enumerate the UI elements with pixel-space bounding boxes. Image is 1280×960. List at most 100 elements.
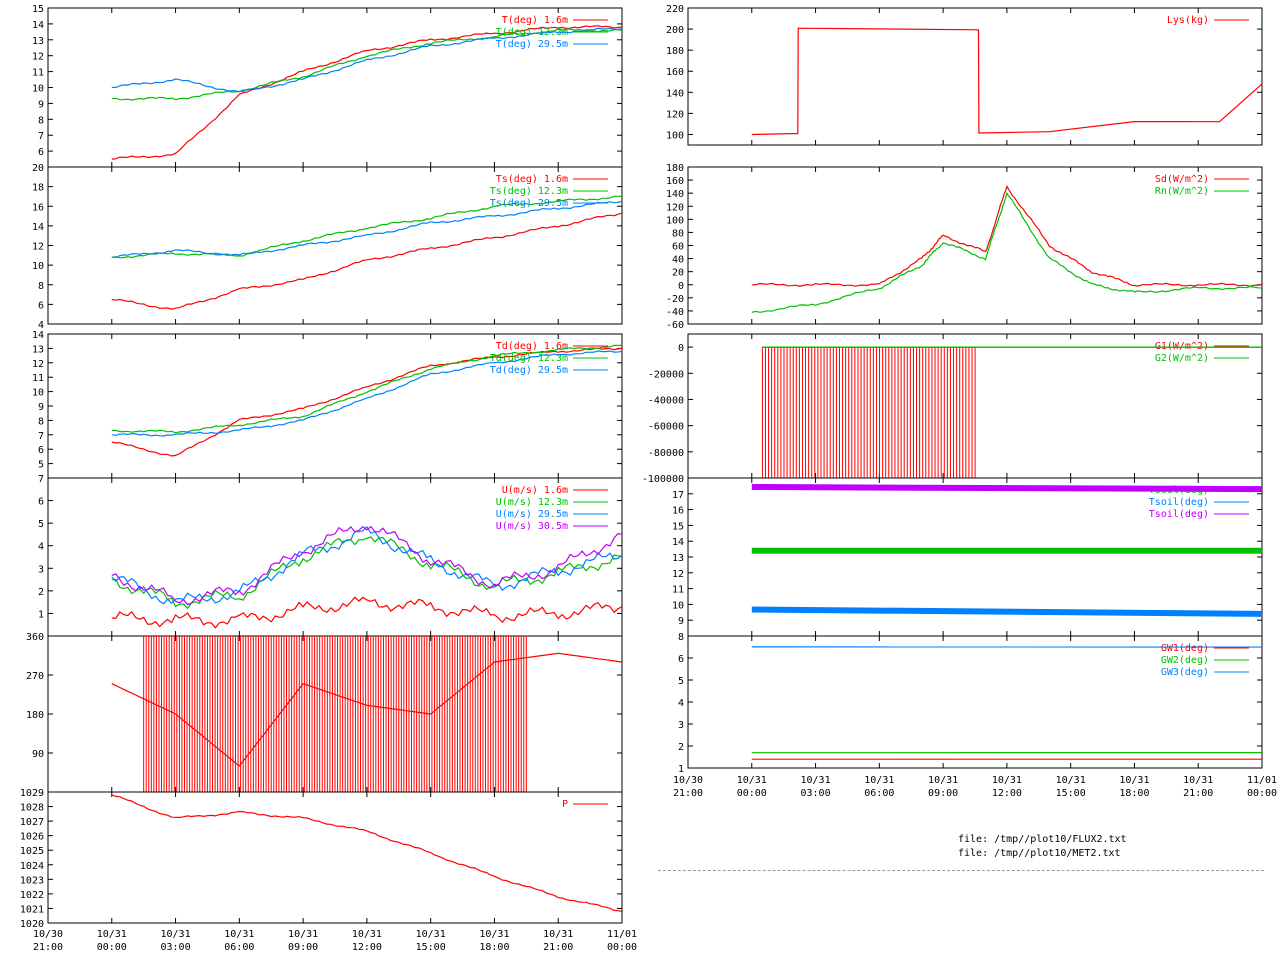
file-line-met: file: /tmp//plot10/MET2.txt <box>958 848 1121 859</box>
y-tick-label: 140 <box>666 88 684 99</box>
series-line-1-0 <box>111 212 623 310</box>
y-tick-label: 12 <box>32 359 44 370</box>
x-tick-date: 10/31 <box>992 775 1022 786</box>
y-tick-label: 16 <box>672 506 684 517</box>
legend-label: U(m/s) 29.5m <box>496 509 568 520</box>
y-tick-label: 14 <box>32 330 44 341</box>
y-tick-label: 15 <box>672 521 684 532</box>
legend-label: Td(deg) 12.3m <box>490 353 568 364</box>
y-tick-label: 18 <box>32 183 44 194</box>
x-tick-time: 21:00 <box>1183 788 1213 799</box>
x-tick-date: 10/31 <box>801 775 831 786</box>
series-line-1-2 <box>111 200 623 259</box>
x-tick-date: 10/31 <box>1056 775 1086 786</box>
x-tick-date: 10/31 <box>1119 775 1149 786</box>
y-tick-label: 14 <box>32 222 44 233</box>
y-tick-label: 12 <box>32 242 44 253</box>
x-tick-time: 09:00 <box>288 942 318 953</box>
legend-label: GW1(deg) <box>1161 643 1209 654</box>
y-tick-label: 1021 <box>20 904 44 915</box>
y-tick-label: 180 <box>666 163 684 174</box>
y-tick-label: 6 <box>678 654 684 665</box>
x-tick-date: 10/31 <box>416 929 446 940</box>
legend-label: Ts(deg) 29.5m <box>490 198 568 209</box>
x-tick-time: 00:00 <box>737 788 767 799</box>
y-tick-label: 11 <box>672 585 684 596</box>
x-tick-date: 10/31 <box>1183 775 1213 786</box>
x-tick-time: 00:00 <box>97 942 127 953</box>
chart-panel-5: 1020 1021 1022 1023 1024 1025 1026 1027 1028 1029… <box>20 788 623 930</box>
y-tick-label: -60000 <box>648 422 684 433</box>
x-tick-date: 10/31 <box>161 929 191 940</box>
y-tick-label: 2 <box>678 742 684 753</box>
x-tick-time: 18:00 <box>479 942 509 953</box>
y-tick-label: 11 <box>32 373 44 384</box>
x-tick-time: 21:00 <box>543 942 573 953</box>
y-tick-label: -40 <box>666 307 684 318</box>
legend-label: U(m/s) 12.3m <box>496 497 568 508</box>
y-tick-label: 1025 <box>20 846 44 857</box>
dashed-divider <box>658 870 1264 871</box>
y-tick-label: 1020 <box>20 919 44 930</box>
y-tick-label: 6 <box>38 147 44 158</box>
x-tick-time: 15:00 <box>1056 788 1086 799</box>
x-tick-date: 10/31 <box>928 775 958 786</box>
legend-label: Td(deg) 29.5m <box>490 365 568 376</box>
y-tick-label: 20 <box>672 268 684 279</box>
y-tick-label: 140 <box>666 189 684 200</box>
y-tick-label: -20 <box>666 294 684 305</box>
plot-frame <box>47 791 623 924</box>
legend-label: GW2(deg) <box>1161 655 1209 666</box>
y-tick-label: 13 <box>672 553 684 564</box>
y-tick-label: 120 <box>666 202 684 213</box>
y-tick-label: 160 <box>666 176 684 187</box>
y-tick-label: 3 <box>38 564 44 575</box>
y-tick-label: 17 <box>672 490 684 501</box>
y-tick-label: 100 <box>666 130 684 141</box>
y-tick-label: 6 <box>38 300 44 311</box>
y-tick-label: 1027 <box>20 817 44 828</box>
series-line-7-0 <box>751 184 1263 287</box>
y-tick-label: 1023 <box>20 875 44 886</box>
x-tick-time: 15:00 <box>416 942 446 953</box>
y-tick-label: -20000 <box>648 369 684 380</box>
y-tick-label: 1028 <box>20 803 44 814</box>
y-tick-label: 360 <box>26 632 44 643</box>
legend-label: Rn(W/m^2) <box>1155 186 1209 197</box>
x-tick-time: 21:00 <box>33 942 63 953</box>
series-line-2-1 <box>111 344 623 434</box>
series-line-3-3 <box>111 525 623 606</box>
chart-panel-6: 100 120 140 160 180 200 220 Lys(kg) <box>666 4 1263 146</box>
y-tick-label: -60 <box>666 320 684 331</box>
chart-panel-10: 1 2 3 4 5 6 GW1(deg)GW2(deg)GW3(deg) <box>678 635 1263 775</box>
x-tick-time: 00:00 <box>1247 788 1277 799</box>
x-tick-time: 21:00 <box>673 788 703 799</box>
chart-panel-3: 1 2 3 4 5 6 7 U(m/s) 1.6mU(m/s) 12.3mU(m/s) 29.… <box>38 474 623 637</box>
x-tick-date: 10/30 <box>673 775 703 786</box>
series-line-0-2 <box>111 27 623 93</box>
y-tick-label: 8 <box>38 115 44 126</box>
x-tick-time: 18:00 <box>1119 788 1149 799</box>
y-tick-label: 1 <box>678 764 684 775</box>
file-line-flux: file: /tmp//plot10/FLUX2.txt <box>958 834 1127 845</box>
y-tick-label: 5 <box>678 676 684 687</box>
series-line-9-1 <box>751 606 1263 617</box>
y-tick-label: 270 <box>26 671 44 682</box>
y-tick-label: 8 <box>678 632 684 643</box>
y-tick-label: 40 <box>672 255 684 266</box>
x-tick-time: 12:00 <box>352 942 382 953</box>
y-tick-label: 0 <box>678 281 684 292</box>
legend-label: Tsoil(deg) <box>1149 509 1209 520</box>
y-tick-label: 1029 <box>20 788 44 799</box>
x-tick-date: 10/31 <box>288 929 318 940</box>
y-tick-label: 10 <box>32 84 44 95</box>
y-tick-label: 90 <box>32 749 44 760</box>
y-tick-label: 2 <box>38 587 44 598</box>
x-tick-date: 10/30 <box>33 929 63 940</box>
y-tick-label: 7 <box>38 431 44 442</box>
y-tick-label: 200 <box>666 25 684 36</box>
